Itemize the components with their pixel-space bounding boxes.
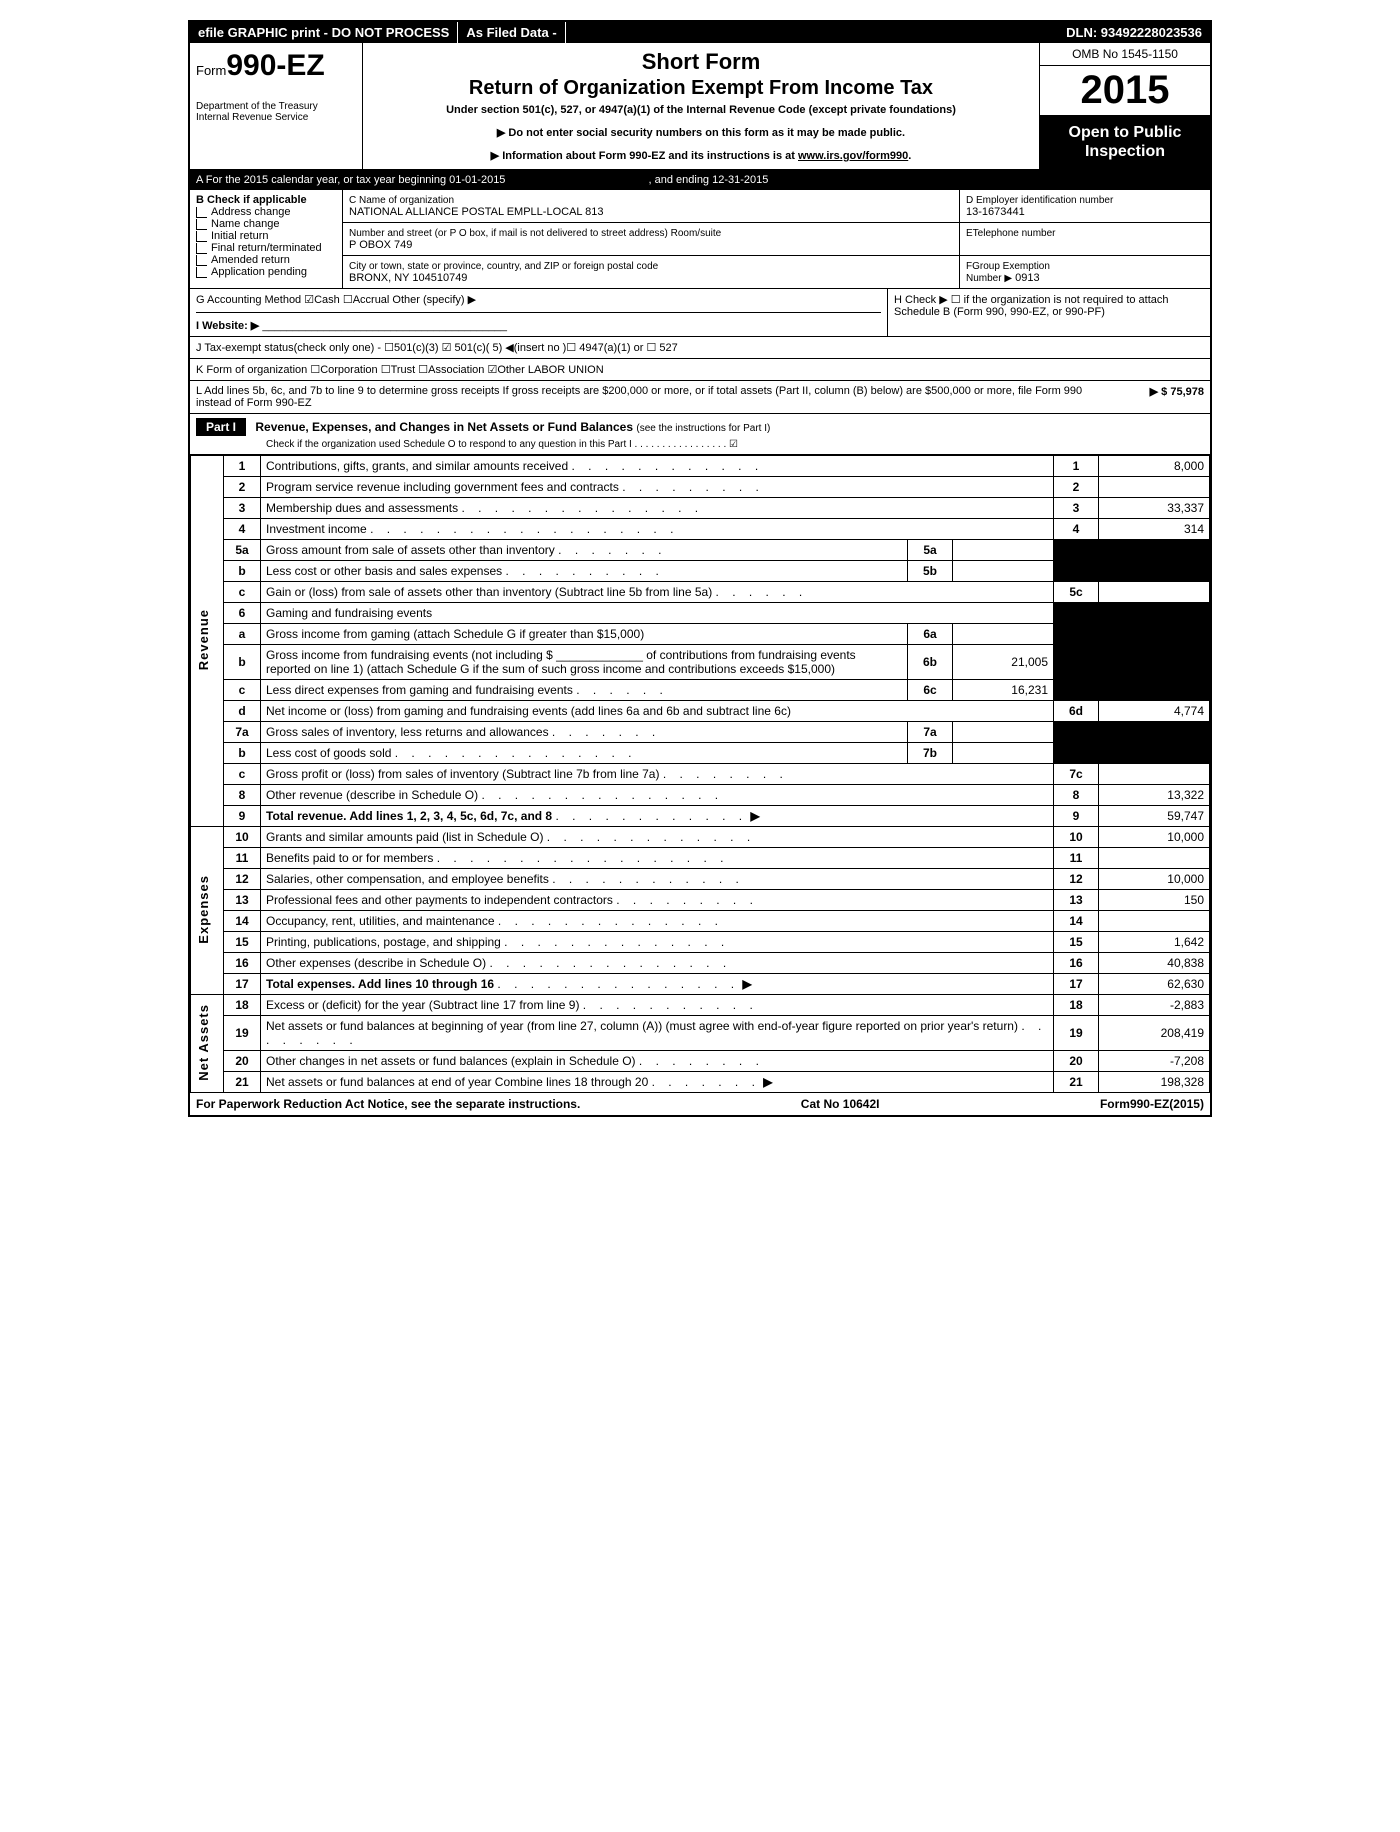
- e-label: ETelephone number: [966, 228, 1056, 239]
- irs-link[interactable]: www.irs.gov/form990: [798, 150, 908, 162]
- part-1-note: (see the instructions for Part I): [636, 423, 770, 434]
- l-gross-receipts: L Add lines 5b, 6c, and 7b to line 9 to …: [196, 385, 1084, 409]
- footer-left: For Paperwork Reduction Act Notice, see …: [196, 1097, 580, 1111]
- org-city: BRONX, NY 104510749: [349, 272, 467, 284]
- l-value: ▶ $ 75,978: [1084, 385, 1204, 409]
- footer-right: Form990-EZ(2015): [1100, 1097, 1204, 1111]
- a-begin: A For the 2015 calendar year, or tax yea…: [196, 174, 505, 186]
- check-address[interactable]: [196, 207, 207, 218]
- dept-2: Internal Revenue Service: [196, 112, 356, 123]
- c-name-label: C Name of organization: [349, 195, 454, 206]
- b-header: B Check if applicable: [196, 194, 307, 206]
- footer-center: Cat No 10642I: [801, 1097, 880, 1111]
- c-addr-label: Number and street (or P O box, if mail i…: [349, 228, 721, 239]
- d-label: D Employer identification number: [966, 195, 1113, 206]
- topbar-center: As Filed Data -: [458, 22, 565, 43]
- check-final[interactable]: [196, 243, 207, 254]
- i-website: I Website: ▶: [196, 320, 259, 332]
- subtitle: Under section 501(c), 527, or 4947(a)(1)…: [373, 104, 1029, 116]
- title-1: Short Form: [373, 49, 1029, 75]
- form-number: 990-EZ: [226, 49, 324, 82]
- val-1: 8,000: [1099, 456, 1210, 477]
- header-center: Short Form Return of Organization Exempt…: [363, 43, 1039, 169]
- org-address: P OBOX 749: [349, 239, 412, 251]
- header-right: OMB No 1545-1150 2015 Open to Public Ins…: [1039, 43, 1210, 169]
- f-label2: Number ▶: [966, 273, 1012, 284]
- header: Form990-EZ Department of the Treasury In…: [190, 43, 1210, 171]
- h-schedule-b: H Check ▶ ☐ if the organization is not r…: [888, 289, 1210, 336]
- col-def: D Employer identification number 13-1673…: [960, 190, 1210, 288]
- lines-table: Revenue 1 Contributions, gifts, grants, …: [190, 455, 1210, 1093]
- check-initial[interactable]: [196, 231, 207, 242]
- topbar-left: efile GRAPHIC print - DO NOT PROCESS: [190, 22, 458, 43]
- side-net-assets: Net Assets: [191, 995, 224, 1093]
- tax-year: 2015: [1040, 66, 1210, 115]
- k-org-form: K Form of organization ☐Corporation ☐Tru…: [190, 359, 1210, 381]
- header-left: Form990-EZ Department of the Treasury In…: [190, 43, 363, 169]
- form-990ez: efile GRAPHIC print - DO NOT PROCESS As …: [188, 20, 1212, 1117]
- omb-number: OMB No 1545-1150: [1040, 43, 1210, 66]
- check-name[interactable]: [196, 219, 207, 230]
- side-revenue: Revenue: [191, 456, 224, 827]
- topbar-right: DLN: 93492228023536: [1058, 22, 1210, 43]
- check-pending[interactable]: [196, 267, 207, 278]
- g-accounting: G Accounting Method ☑Cash ☐Accrual Other…: [196, 293, 881, 313]
- topbar: efile GRAPHIC print - DO NOT PROCESS As …: [190, 22, 1210, 43]
- footer: For Paperwork Reduction Act Notice, see …: [190, 1093, 1210, 1115]
- open-public: Open to Public Inspection: [1040, 115, 1210, 169]
- j-tax-exempt: J Tax-exempt status(check only one) - ☐5…: [190, 337, 1210, 359]
- note-1: ▶ Do not enter social security numbers o…: [373, 126, 1029, 139]
- note-2: ▶ Information about Form 990-EZ and its …: [491, 150, 798, 162]
- part-1-bar: Part I: [196, 418, 246, 436]
- part-1-header: Part I Revenue, Expenses, and Changes in…: [190, 414, 1210, 455]
- col-b: B Check if applicable Address change Nam…: [190, 190, 343, 288]
- part-1-sched: Check if the organization used Schedule …: [266, 439, 738, 450]
- col-c: C Name of organization NATIONAL ALLIANCE…: [343, 190, 960, 288]
- a-end: , and ending 12-31-2015: [649, 174, 769, 186]
- ein: 13-1673441: [966, 206, 1025, 218]
- form-word: Form: [196, 63, 226, 78]
- side-expenses: Expenses: [191, 827, 224, 995]
- f-label: FGroup Exemption: [966, 261, 1050, 272]
- part-1-title: Revenue, Expenses, and Changes in Net As…: [255, 420, 633, 434]
- title-2: Return of Organization Exempt From Incom…: [373, 77, 1029, 100]
- section-bcdef: B Check if applicable Address change Nam…: [190, 190, 1210, 289]
- c-city-label: City or town, state or province, country…: [349, 261, 658, 272]
- row-a: A For the 2015 calendar year, or tax yea…: [190, 171, 1210, 190]
- org-name: NATIONAL ALLIANCE POSTAL EMPLL-LOCAL 813: [349, 206, 604, 218]
- dept-1: Department of the Treasury: [196, 101, 356, 112]
- check-amended[interactable]: [196, 255, 207, 266]
- group-exemption: 0913: [1015, 272, 1039, 284]
